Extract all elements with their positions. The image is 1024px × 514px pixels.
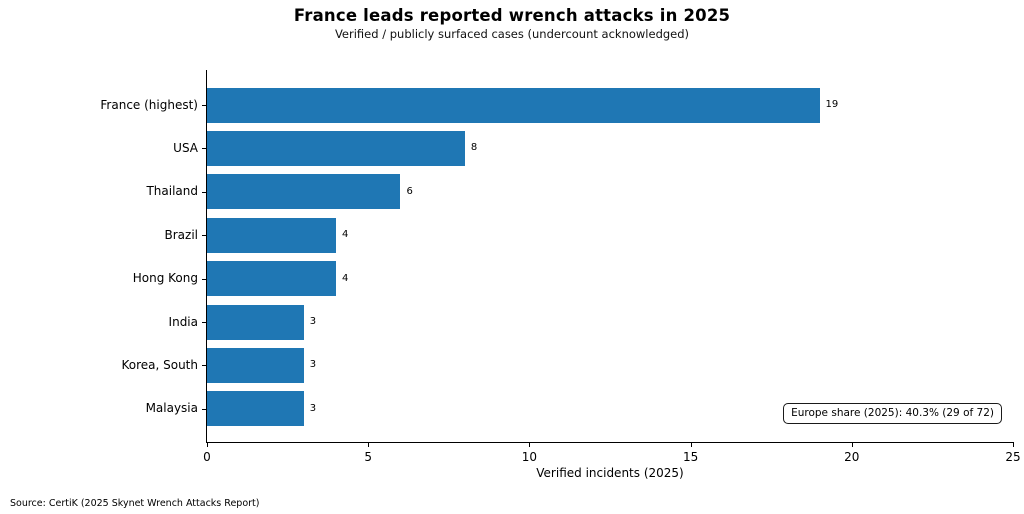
category-label: India — [168, 314, 198, 329]
europe-share-annotation: Europe share (2025): 40.3% (29 of 72) — [783, 403, 1002, 424]
bar-value-label: 3 — [309, 402, 317, 414]
y-tick-mark — [202, 408, 206, 410]
x-tick-mark — [529, 443, 531, 447]
x-tick-mark — [368, 443, 370, 447]
bar-value-label: 4 — [341, 272, 349, 284]
chart-subtitle: Verified / publicly surfaced cases (unde… — [334, 27, 690, 41]
bar — [207, 347, 304, 383]
bar — [207, 261, 336, 297]
x-axis-label: Verified incidents (2025) — [536, 466, 684, 480]
bar-value-label: 8 — [470, 142, 478, 154]
category-label: France (highest) — [100, 97, 198, 112]
bar-value-label: 19 — [825, 99, 839, 110]
category-label: Malaysia — [145, 401, 198, 416]
y-tick-mark — [202, 148, 206, 150]
x-tick-label: 25 — [1005, 450, 1021, 464]
x-tick-mark — [1013, 443, 1014, 447]
x-tick-label: 20 — [844, 450, 860, 464]
y-tick-mark — [202, 322, 206, 323]
source-note: Source: CertiK (2025 Skynet Wrench Attac… — [10, 498, 260, 509]
x-axis-spine — [206, 442, 1014, 443]
y-tick-mark — [202, 235, 206, 237]
y-tick-mark — [202, 278, 206, 280]
bar — [207, 304, 304, 340]
bar — [207, 130, 465, 166]
x-tick-mark — [690, 443, 692, 447]
bar-value-label: 4 — [341, 229, 349, 241]
category-label: Hong Kong — [132, 271, 198, 286]
x-tick-label: 5 — [364, 450, 372, 464]
category-label: Brazil — [164, 227, 199, 242]
category-label: Thailand — [146, 184, 198, 199]
bar — [207, 391, 304, 427]
y-tick-mark — [202, 365, 206, 367]
bar-value-label: 3 — [309, 316, 317, 327]
bar — [207, 217, 336, 253]
x-tick-mark — [851, 443, 853, 447]
bar — [207, 174, 401, 210]
category-label: USA — [173, 140, 198, 155]
y-axis-spine — [206, 70, 207, 443]
y-tick-mark — [202, 105, 206, 106]
category-label: Korea, South — [121, 357, 198, 372]
x-tick-label: 15 — [682, 450, 699, 464]
x-tick-label: 0 — [203, 450, 211, 464]
bar-value-label: 6 — [406, 185, 413, 197]
chart-title: France leads reported wrench attacks in … — [293, 6, 731, 25]
y-tick-mark — [202, 191, 206, 193]
x-tick-label: 10 — [521, 450, 538, 464]
bar-value-label: 3 — [309, 359, 317, 371]
bar — [207, 87, 820, 123]
x-tick-mark — [207, 443, 208, 447]
